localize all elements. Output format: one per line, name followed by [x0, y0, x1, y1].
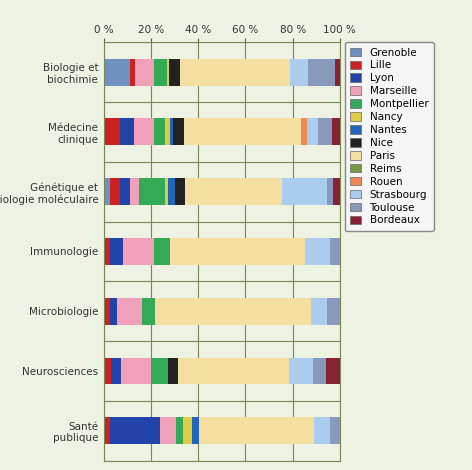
Bar: [110, 178, 120, 205]
Bar: [104, 118, 120, 145]
Bar: [120, 118, 135, 145]
Bar: [151, 358, 168, 384]
Bar: [130, 178, 139, 205]
Bar: [331, 118, 340, 145]
Bar: [335, 59, 340, 86]
Bar: [110, 298, 117, 325]
Bar: [165, 178, 169, 205]
Bar: [104, 417, 110, 444]
Bar: [160, 417, 176, 444]
Bar: [313, 358, 326, 384]
Bar: [123, 238, 154, 265]
Bar: [110, 358, 121, 384]
Bar: [175, 178, 185, 205]
Bar: [305, 238, 330, 265]
Bar: [290, 59, 308, 86]
Bar: [178, 358, 289, 384]
Bar: [333, 178, 340, 205]
Bar: [155, 298, 311, 325]
Bar: [170, 238, 305, 265]
Bar: [104, 178, 110, 205]
Bar: [170, 118, 173, 145]
Bar: [308, 59, 335, 86]
Bar: [117, 298, 142, 325]
Bar: [167, 59, 169, 86]
Bar: [154, 59, 167, 86]
Bar: [104, 238, 110, 265]
Bar: [120, 178, 130, 205]
Bar: [139, 178, 165, 205]
Bar: [326, 358, 340, 384]
Bar: [282, 178, 327, 205]
Bar: [154, 238, 170, 265]
Bar: [169, 59, 180, 86]
Bar: [121, 358, 151, 384]
Bar: [311, 298, 327, 325]
Bar: [142, 298, 155, 325]
Bar: [104, 358, 110, 384]
Bar: [110, 417, 160, 444]
Bar: [199, 417, 313, 444]
Bar: [173, 118, 185, 145]
Bar: [180, 59, 290, 86]
Bar: [318, 118, 331, 145]
Bar: [313, 417, 330, 444]
Bar: [135, 118, 154, 145]
Bar: [301, 118, 306, 145]
Bar: [330, 238, 340, 265]
Bar: [135, 59, 154, 86]
Bar: [327, 298, 340, 325]
Bar: [183, 417, 192, 444]
Bar: [130, 59, 135, 86]
Bar: [104, 59, 130, 86]
Bar: [185, 178, 282, 205]
Bar: [110, 238, 123, 265]
Legend: Grenoble, Lille, Lyon, Marseille, Montpellier, Nancy, Nantes, Nice, Paris, Reims: Grenoble, Lille, Lyon, Marseille, Montpe…: [345, 42, 433, 231]
Bar: [306, 118, 318, 145]
Bar: [154, 118, 165, 145]
Bar: [176, 417, 183, 444]
Bar: [193, 417, 199, 444]
Bar: [327, 178, 333, 205]
Bar: [169, 178, 175, 205]
Bar: [165, 118, 170, 145]
Bar: [104, 298, 110, 325]
Bar: [289, 358, 313, 384]
Bar: [168, 358, 178, 384]
Bar: [185, 118, 301, 145]
Bar: [330, 417, 340, 444]
